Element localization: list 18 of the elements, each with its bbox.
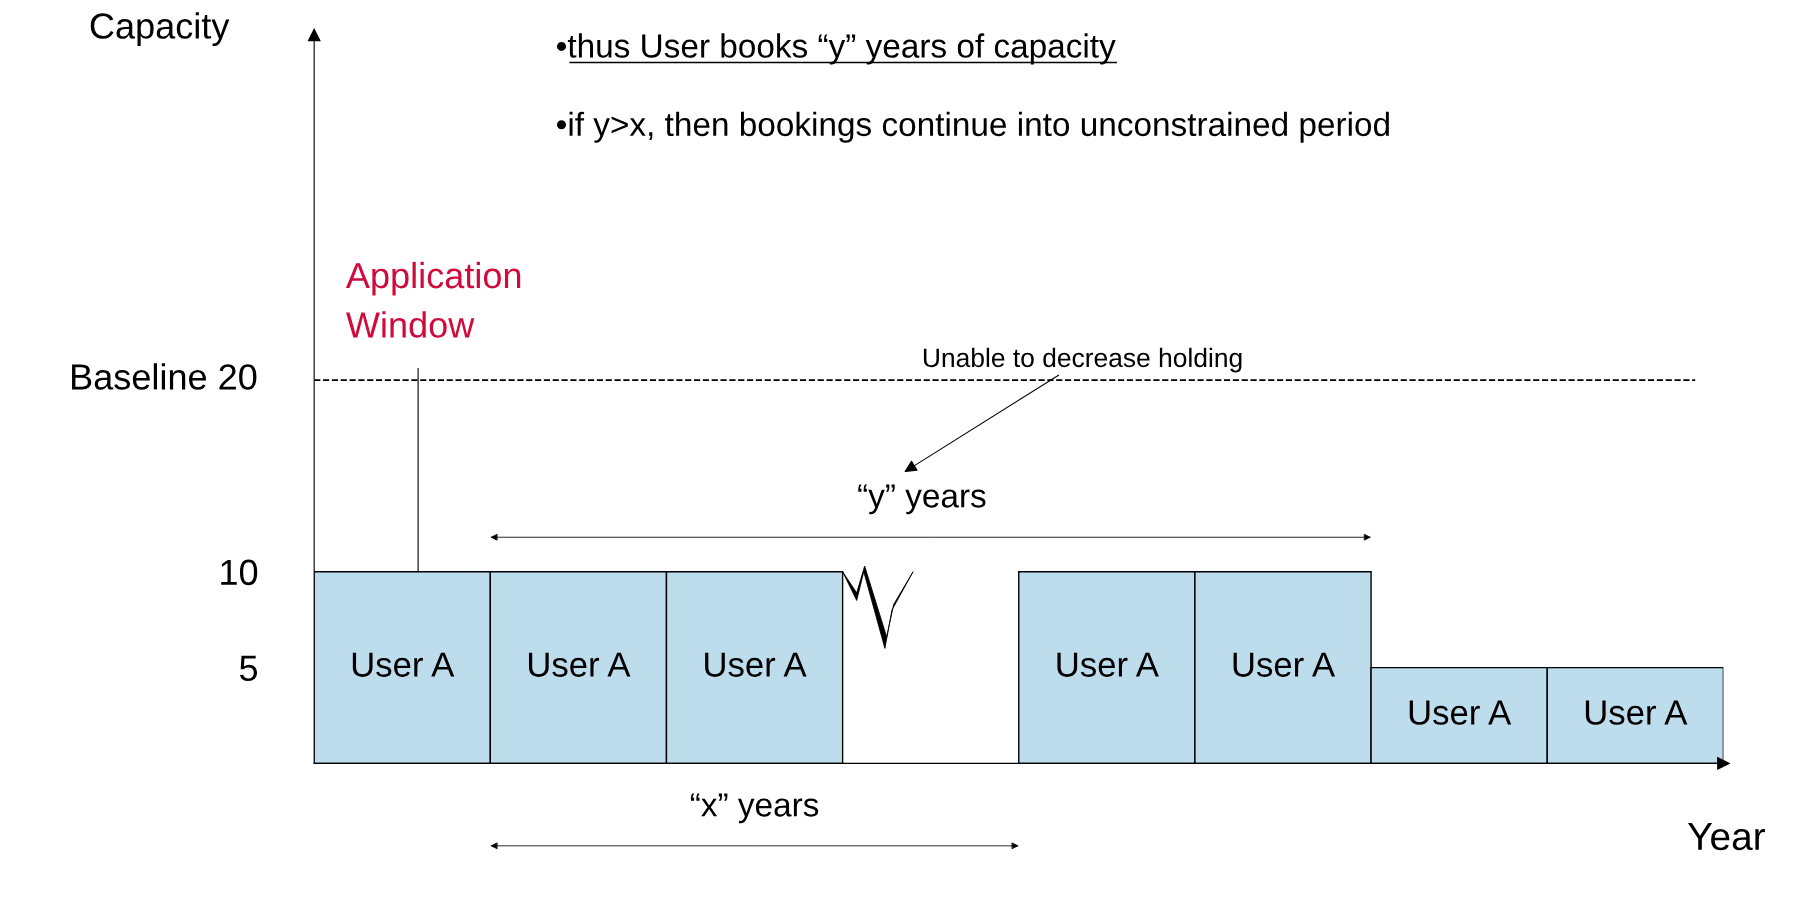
annotation: •if y>x, then bookings continue into unconstrained period — [557, 111, 1389, 143]
x-axis-title: Year — [1687, 823, 1766, 851]
data-label: User A — [528, 652, 631, 677]
y-tick-label: 10 — [221, 559, 258, 586]
data-label: User A — [1585, 700, 1688, 725]
ref-line-label: Baseline 20 — [72, 363, 257, 390]
data-label: User A — [1409, 700, 1512, 725]
annotation: Unable to decrease holding — [923, 347, 1242, 373]
data-label: User A — [352, 652, 455, 677]
data-label: User A — [1233, 652, 1336, 677]
data-label: User A — [705, 652, 807, 677]
annotation: Application Window — [345, 261, 521, 338]
y-axis-title: Capacity — [90, 12, 230, 46]
annotation: •thus User books “y” years of capacity — [557, 33, 1116, 65]
annotation: “y” years — [858, 484, 986, 515]
text: “x” years — [690, 793, 819, 824]
data-label: User A — [1057, 652, 1159, 677]
y-tick-label: 5 — [239, 655, 258, 682]
